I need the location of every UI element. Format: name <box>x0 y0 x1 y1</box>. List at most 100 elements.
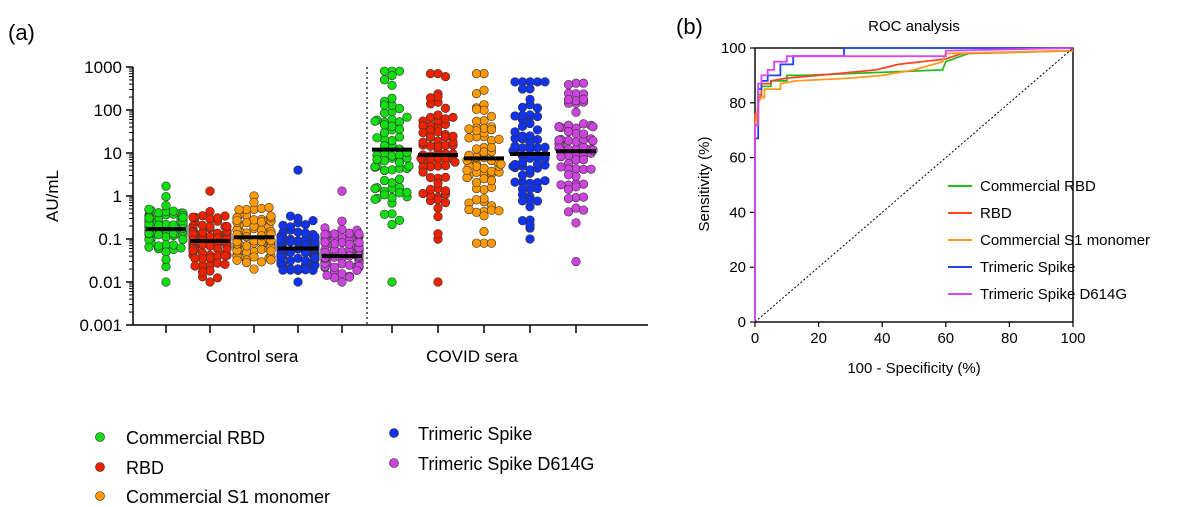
legend-a-label-rbd: RBD <box>126 458 164 478</box>
data-point <box>402 187 412 197</box>
data-point <box>494 206 504 216</box>
data-point <box>285 211 296 221</box>
data-point <box>517 158 528 168</box>
legend-b-trimeric-spike-d614g: Trimeric Spike D614G <box>948 286 1127 303</box>
data-point <box>494 134 504 144</box>
data-point <box>471 178 482 188</box>
data-point <box>387 277 397 287</box>
legend-b-trimeric-spike: Trimeric Spike <box>948 259 1075 276</box>
group-label-covid: COVID sera <box>426 347 518 366</box>
data-point <box>510 141 520 151</box>
panel-a-label: (a) <box>8 20 35 45</box>
data-point <box>300 228 311 238</box>
data-point <box>372 154 382 165</box>
data-point <box>479 226 489 237</box>
data-point <box>563 207 574 217</box>
data-point <box>329 262 340 272</box>
panel-a-axes: 0.001 0.01 0.1 1 10 100 1000 <box>79 58 648 335</box>
data-point <box>354 229 364 239</box>
data-point <box>486 111 497 121</box>
data-point <box>379 120 390 130</box>
legend-b-label-commercial-rbd: Commercial RBD <box>980 178 1096 195</box>
legend-b-label-rbd: RBD <box>980 205 1012 222</box>
data-point <box>563 95 574 105</box>
data-point <box>379 108 390 118</box>
data-point <box>337 216 347 226</box>
data-point <box>370 194 380 204</box>
data-point <box>532 196 543 206</box>
data-point <box>285 256 296 266</box>
data-point <box>471 104 482 114</box>
data-point <box>293 236 303 246</box>
data-point <box>554 122 564 132</box>
data-point <box>394 66 405 76</box>
legend-a-label-trimeric-spike-d614g: Trimeric Spike D614G <box>418 454 594 474</box>
panel-a-dots <box>144 66 598 287</box>
data-point <box>161 201 171 211</box>
reference-diagonal <box>754 47 1074 323</box>
data-point <box>464 133 474 143</box>
data-point <box>563 80 574 90</box>
data-point <box>425 69 436 79</box>
data-point <box>517 84 528 94</box>
data-point <box>510 177 520 187</box>
panel-b-xtick-label: 0 <box>751 330 759 347</box>
data-point <box>571 218 581 228</box>
data-point <box>144 242 154 252</box>
panel-b-ytick-label: 100 <box>721 40 746 57</box>
data-point <box>234 205 244 215</box>
panel-a-ytick-label: 0.001 <box>79 316 122 335</box>
data-point <box>176 243 186 253</box>
legend-a-trimeric-spike: Trimeric Spike <box>389 424 532 444</box>
legend-a-trimeric-spike-d614g: Trimeric Spike D614G <box>389 454 594 474</box>
data-point <box>496 159 506 169</box>
data-point <box>285 222 296 232</box>
data-point <box>471 89 482 99</box>
data-point <box>486 124 497 135</box>
data-point <box>486 176 497 186</box>
data-point <box>144 213 154 223</box>
data-point <box>161 254 171 265</box>
data-point <box>266 255 276 265</box>
data-point <box>462 165 472 175</box>
data-point <box>241 258 252 268</box>
data-point <box>425 184 436 194</box>
data-point <box>425 93 436 103</box>
data-point <box>479 85 489 95</box>
legend-b-commercial-rbd: Commercial RBD <box>948 178 1096 195</box>
data-point <box>418 137 428 147</box>
data-point <box>322 270 332 280</box>
data-point <box>571 107 581 117</box>
data-point <box>278 220 288 230</box>
panel-a-medians <box>146 147 596 259</box>
data-point <box>379 175 390 186</box>
data-point <box>578 192 589 202</box>
data-point <box>517 143 528 153</box>
data-point <box>425 173 436 183</box>
data-point <box>471 69 482 79</box>
data-point <box>190 261 200 271</box>
panel-a-ytick-label: 0.1 <box>98 230 122 249</box>
data-point <box>212 273 223 283</box>
data-point <box>578 205 589 215</box>
legend-b-label-trimeric-spike-d614g: Trimeric Spike D614G <box>980 286 1127 303</box>
data-point <box>571 96 581 106</box>
data-point <box>352 265 362 275</box>
panel-b-xtick-label: 80 <box>1001 330 1018 347</box>
data-point <box>556 180 566 190</box>
data-point <box>471 238 482 248</box>
legend-a-commercial-s1: Commercial S1 monomer <box>95 487 330 507</box>
panel-a-ytick-label: 10 <box>103 144 122 163</box>
data-point <box>249 264 259 274</box>
panel-b-ylabel: Sensitivity (%) <box>696 136 713 231</box>
data-point <box>256 257 267 267</box>
data-point <box>370 183 380 194</box>
data-point <box>197 267 208 277</box>
data-point <box>220 259 230 270</box>
legend-a-marker-commercial-s1 <box>95 491 105 501</box>
data-point <box>563 170 574 180</box>
data-point <box>178 212 188 222</box>
data-point <box>379 209 390 219</box>
data-point <box>578 78 589 88</box>
